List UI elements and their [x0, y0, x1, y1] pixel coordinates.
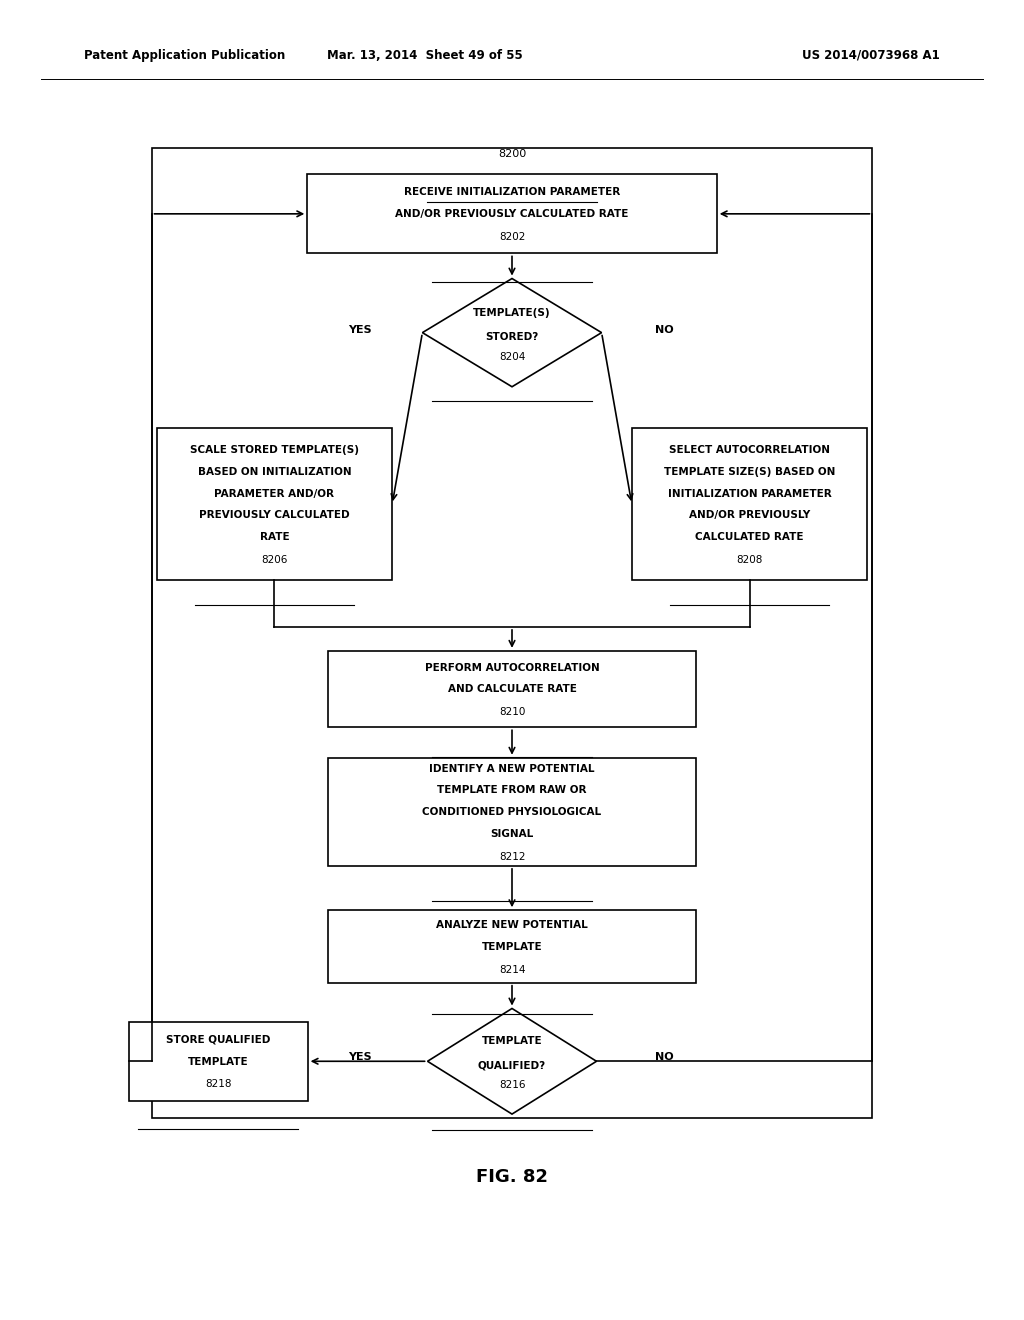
Text: FIG. 82: FIG. 82 [476, 1168, 548, 1187]
Bar [129, 1022, 307, 1101]
Text: NO: NO [655, 325, 674, 335]
Polygon shape [422, 279, 602, 387]
Text: SELECT AUTOCORRELATION: SELECT AUTOCORRELATION [669, 445, 830, 455]
Text: Patent Application Publication: Patent Application Publication [84, 49, 286, 62]
Text: STORE QUALIFIED: STORE QUALIFIED [166, 1035, 270, 1045]
Text: CONDITIONED PHYSIOLOGICAL: CONDITIONED PHYSIOLOGICAL [423, 807, 601, 817]
Bar [328, 911, 696, 982]
Text: PREVIOUSLY CALCULATED: PREVIOUSLY CALCULATED [199, 511, 350, 520]
Text: STORED?: STORED? [485, 331, 539, 342]
Text: INITIALIZATION PARAMETER: INITIALIZATION PARAMETER [668, 488, 831, 499]
Bar [632, 428, 867, 581]
Text: TEMPLATE SIZE(S) BASED ON: TEMPLATE SIZE(S) BASED ON [664, 467, 836, 477]
Text: AND/OR PREVIOUSLY CALCULATED RATE: AND/OR PREVIOUSLY CALCULATED RATE [395, 209, 629, 219]
Bar [307, 174, 717, 253]
Bar [328, 651, 696, 727]
Text: 8210: 8210 [499, 708, 525, 717]
Text: PERFORM AUTOCORRELATION: PERFORM AUTOCORRELATION [425, 663, 599, 673]
Text: TEMPLATE: TEMPLATE [481, 1036, 543, 1047]
Text: AND CALCULATE RATE: AND CALCULATE RATE [447, 684, 577, 694]
Text: 8218: 8218 [205, 1080, 231, 1089]
Text: 8208: 8208 [736, 556, 763, 565]
Polygon shape [428, 1008, 596, 1114]
Text: AND/OR PREVIOUSLY: AND/OR PREVIOUSLY [689, 511, 810, 520]
Text: CALCULATED RATE: CALCULATED RATE [695, 532, 804, 543]
Text: 8200: 8200 [498, 149, 526, 160]
Text: RATE: RATE [260, 532, 289, 543]
Text: 8212: 8212 [499, 851, 525, 862]
Text: NO: NO [655, 1052, 674, 1063]
Text: BASED ON INITIALIZATION: BASED ON INITIALIZATION [198, 467, 351, 477]
Text: SCALE STORED TEMPLATE(S): SCALE STORED TEMPLATE(S) [189, 445, 359, 455]
Text: TEMPLATE(S): TEMPLATE(S) [473, 308, 551, 318]
Text: YES: YES [348, 1052, 372, 1063]
Text: IDENTIFY A NEW POTENTIAL: IDENTIFY A NEW POTENTIAL [429, 763, 595, 774]
Text: 8202: 8202 [499, 232, 525, 242]
Text: 8216: 8216 [499, 1081, 525, 1090]
Text: TEMPLATE: TEMPLATE [481, 941, 543, 952]
Bar [152, 148, 872, 1118]
Bar [328, 758, 696, 866]
Text: TEMPLATE FROM RAW OR: TEMPLATE FROM RAW OR [437, 785, 587, 796]
Text: SIGNAL: SIGNAL [490, 829, 534, 840]
Text: ANALYZE NEW POTENTIAL: ANALYZE NEW POTENTIAL [436, 920, 588, 931]
Text: QUALIFIED?: QUALIFIED? [478, 1060, 546, 1071]
Text: US 2014/0073968 A1: US 2014/0073968 A1 [802, 49, 940, 62]
Text: PARAMETER AND/OR: PARAMETER AND/OR [214, 488, 335, 499]
Text: YES: YES [348, 325, 372, 335]
Text: 8206: 8206 [261, 556, 288, 565]
Text: 8214: 8214 [499, 965, 525, 974]
Text: Mar. 13, 2014  Sheet 49 of 55: Mar. 13, 2014 Sheet 49 of 55 [327, 49, 523, 62]
Bar [157, 428, 392, 581]
Text: 8204: 8204 [499, 352, 525, 362]
Text: RECEIVE INITIALIZATION PARAMETER: RECEIVE INITIALIZATION PARAMETER [403, 187, 621, 198]
Text: TEMPLATE: TEMPLATE [187, 1056, 249, 1067]
